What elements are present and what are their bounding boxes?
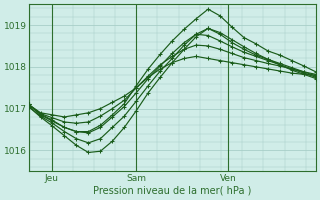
X-axis label: Pression niveau de la mer( hPa ): Pression niveau de la mer( hPa )	[93, 186, 252, 196]
